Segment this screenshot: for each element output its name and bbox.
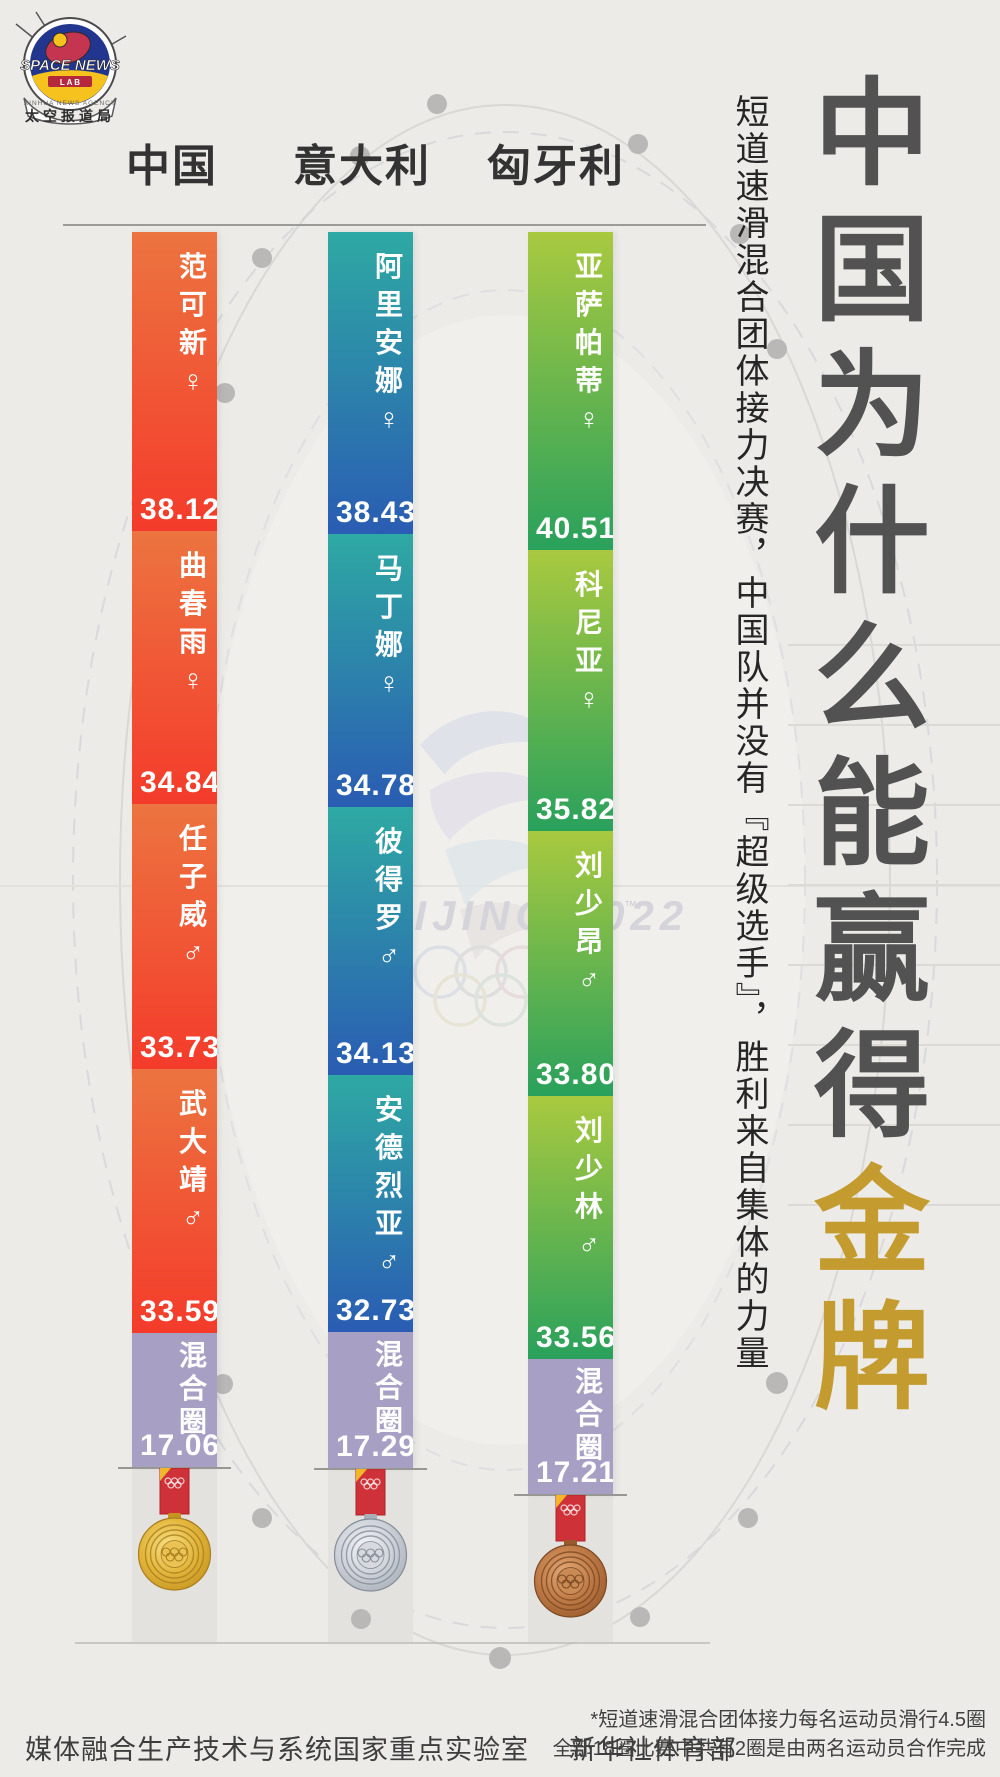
athlete-name: 范可新 ♀ — [177, 248, 209, 402]
female-symbol-icon: ♀ — [181, 365, 205, 398]
male-symbol-icon: ♂ — [377, 940, 401, 973]
dashed-track-line — [72, 131, 938, 1629]
split-time: 38.12s — [140, 493, 217, 526]
medal-ribbon — [159, 1468, 189, 1514]
notebook-lines — [788, 644, 1000, 1206]
split-time: 33.59s — [140, 1295, 217, 1328]
split-time: 34.84s — [140, 766, 217, 799]
headline-vertical-title: 中国为什么能赢得金牌 — [794, 72, 930, 1502]
bar-segment: 刘少林♂ 33.56s — [528, 1096, 613, 1359]
footer-credits: 媒体融合生产技术与系统国家重点实验室 新华社体育部 — [25, 1728, 737, 1767]
track-dots — [213, 94, 788, 1669]
female-symbol-icon: ♀ — [577, 683, 601, 716]
athlete-name: 安德烈亚 ♂ — [373, 1091, 405, 1283]
athlete-name: 刘少昂 ♂ — [573, 847, 605, 1001]
male-symbol-icon: ♂ — [577, 964, 601, 997]
male-symbol-icon: ♂ — [577, 1229, 601, 1262]
athlete-name: 任子威 ♂ — [177, 820, 209, 974]
bronze-medal-icon — [533, 1495, 607, 1618]
logo-agency-text: XINHUA NEWS AGENCY — [24, 100, 116, 107]
gold-medal-icon — [137, 1468, 211, 1591]
athlete-name: 混合圈 — [574, 1366, 603, 1463]
team-bar-gold: 范可新♀ 38.12s 曲春雨♀ 34.84s 任子威♂ 33.73s 武大靖♂ 33.59s… — [132, 232, 217, 1467]
bar-segment: 武大靖♂ 33.59s — [132, 1069, 217, 1333]
headline-gold-part: 金牌 — [794, 1160, 930, 1432]
footnote-line2: 全部18圈比赛中共有2圈是由两名运动员合作完成 — [552, 1738, 986, 1760]
athlete-name: 彼得罗 ♂ — [373, 823, 405, 977]
split-time: 17.29s — [336, 1430, 413, 1463]
male-symbol-icon: ♂ — [181, 937, 205, 970]
male-symbol-icon: ♂ — [181, 1202, 205, 1235]
medal-ribbon — [355, 1469, 385, 1515]
split-time: 35.82s — [536, 793, 613, 826]
split-time: 40.51s — [536, 512, 613, 545]
athlete-name: 武大靖 ♂ — [177, 1085, 209, 1239]
subtitle-vertical-text: 短道速滑混合团体接力决赛，中国队并没有『超级选手』，胜利来自集体的力量 — [730, 94, 768, 1372]
female-symbol-icon: ♀ — [377, 667, 401, 700]
split-time: 33.56s — [536, 1321, 613, 1354]
athlete-name: 亚萨帕蒂 ♀ — [573, 248, 605, 440]
athlete-name: 阿里安娜 ♀ — [373, 248, 405, 440]
split-time: 33.80s — [536, 1058, 613, 1091]
bar-segment: 彼得罗♂ 34.13s — [328, 807, 413, 1075]
logo-banner-text: 太空报道局 — [25, 108, 115, 124]
female-symbol-icon: ♀ — [577, 403, 601, 436]
split-time: 33.73s — [140, 1031, 217, 1064]
bar-segment: 范可新♀ 38.12s — [132, 232, 217, 531]
female-symbol-icon: ♀ — [377, 403, 401, 436]
split-time: 34.13s — [336, 1037, 413, 1070]
logo-brand-text: SPACE NEWS — [20, 57, 120, 74]
split-time: 17.21s — [536, 1456, 613, 1489]
bar-segment: 马丁娜♀ 34.78s — [328, 534, 413, 807]
medal-olympic-rings — [160, 1547, 188, 1562]
medal-ribbon — [555, 1495, 585, 1541]
footnote-line1: *短道速滑混合团体接力每名运动员滑行4.5圈 — [590, 1709, 986, 1731]
bar-segment: 曲春雨♀ 34.84s — [132, 531, 217, 804]
footnote: *短道速滑混合团体接力每名运动员滑行4.5圈 全部18圈比赛中共有2圈是由两名运… — [426, 1706, 986, 1764]
space-news-lab-logo: SPACE NEWS L A B XINHUA NEWS AGENCY 太空报道… — [15, 11, 127, 125]
split-time: 34.78s — [336, 769, 413, 802]
footer-sports-dept-credit: 新华社体育部 — [569, 1735, 737, 1765]
female-symbol-icon: ♀ — [181, 664, 205, 697]
split-time: 17.06s — [140, 1429, 217, 1462]
medal-olympic-rings — [556, 1574, 584, 1589]
headline-gray-part: 中国为什么能赢得 — [794, 72, 930, 1160]
footer-lab-credit: 媒体融合生产技术与系统国家重点实验室 — [25, 1735, 529, 1765]
athlete-name: 曲春雨 ♀ — [177, 547, 209, 701]
split-time: 38.43s — [336, 496, 413, 529]
athlete-name: 混合圈 — [178, 1340, 207, 1437]
column-header-china: 中国 — [126, 142, 218, 191]
column-header-italy: 意大利 — [293, 142, 431, 191]
athlete-name: 混合圈 — [374, 1339, 403, 1436]
split-time: 32.73s — [336, 1294, 413, 1327]
silver-medal-icon — [333, 1469, 407, 1592]
medal-olympic-rings — [356, 1548, 384, 1563]
male-symbol-icon: ♂ — [377, 1246, 401, 1279]
bar-segment: 科尼亚♀ 35.82s — [528, 550, 613, 831]
logo-lab-text: L A B — [60, 78, 80, 87]
athlete-name: 马丁娜 ♀ — [373, 550, 405, 704]
bar-segment: 刘少昂♂ 33.80s — [528, 831, 613, 1096]
athlete-name: 刘少林 ♂ — [573, 1112, 605, 1266]
trademark-symbol: ™ — [624, 898, 637, 913]
bar-segment: 任子威♂ 33.73s — [132, 804, 217, 1069]
beijing2022-emblem-watermark — [420, 711, 560, 960]
athlete-name: 科尼亚 ♀ — [573, 566, 605, 720]
column-header-hungary: 匈牙利 — [487, 142, 625, 191]
